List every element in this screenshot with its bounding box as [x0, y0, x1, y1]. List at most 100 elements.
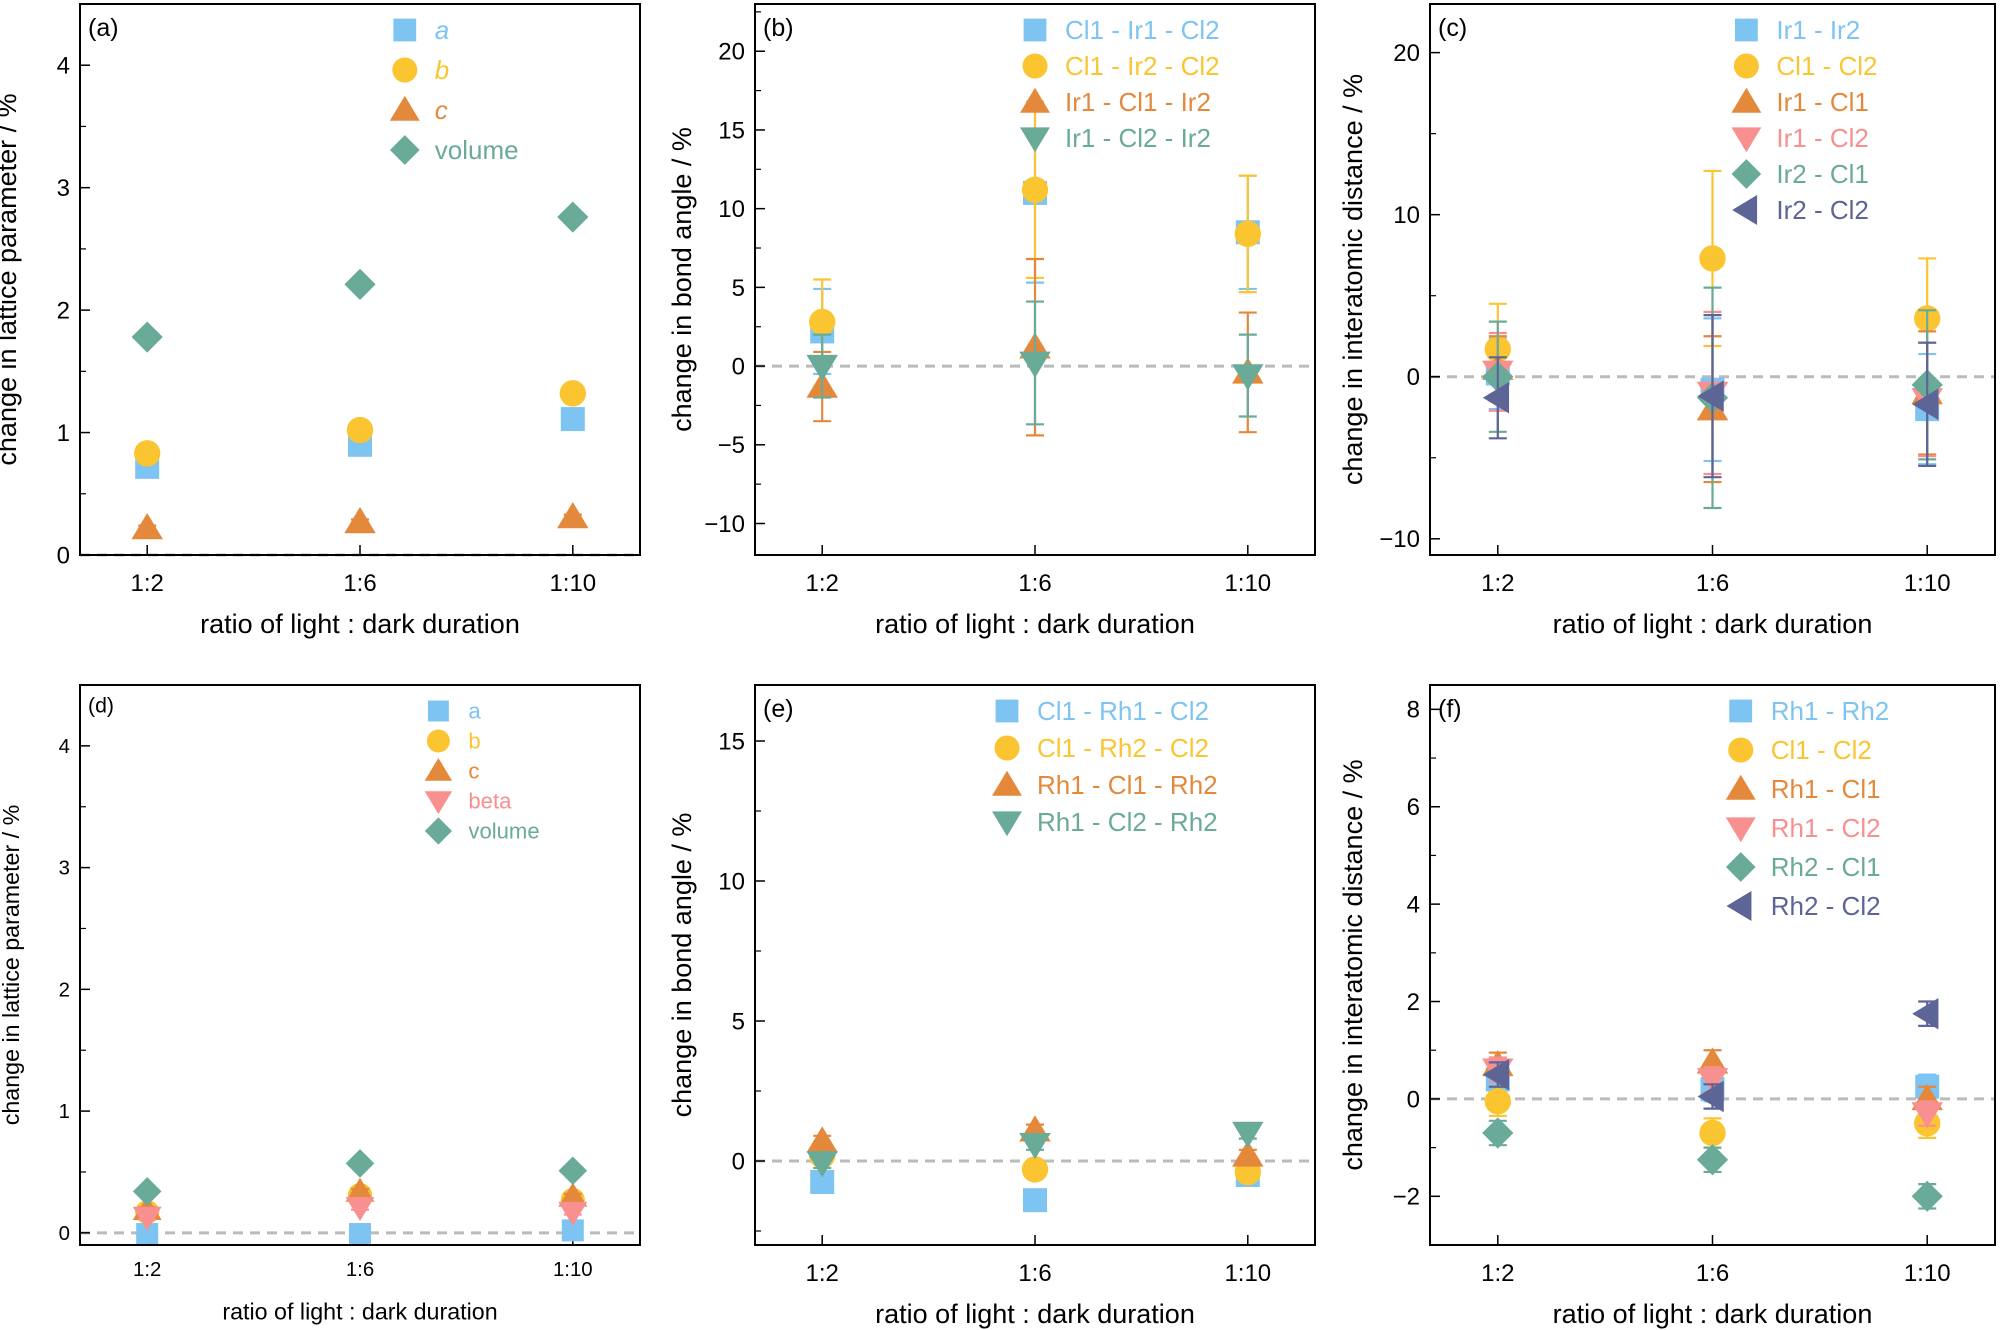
x-axis-label: ratio of light : dark duration [1553, 1299, 1873, 1329]
data-point [1482, 382, 1510, 414]
data-point [1482, 1117, 1514, 1149]
legend-label: volume [468, 819, 539, 844]
data-point [806, 1126, 838, 1153]
legend-label: c [435, 95, 448, 125]
x-tick-label: 1:10 [549, 570, 596, 597]
legend-label: Rh1 - Cl1 [1771, 774, 1881, 804]
y-axis-label: change in interatomic distance / % [1338, 74, 1368, 485]
data-point [558, 1156, 588, 1186]
legend-label: b [468, 729, 480, 754]
x-tick-label: 1:2 [133, 1259, 161, 1281]
y-tick-label: 3 [57, 175, 70, 202]
x-axis-label: ratio of light : dark duration [222, 1298, 497, 1324]
x-tick-label: 1:2 [806, 1260, 839, 1287]
legend-marker [426, 729, 450, 753]
data-point [809, 308, 836, 336]
series-b [134, 380, 586, 467]
legend-label: a [435, 15, 449, 45]
legend-marker [424, 757, 453, 781]
y-tick-label: 2 [57, 298, 70, 325]
y-tick-label: 1 [59, 1101, 70, 1123]
legend-label: beta [468, 789, 512, 814]
legend-label: Cl1 - Ir2 - Cl2 [1065, 51, 1220, 81]
data-point [132, 1177, 162, 1206]
legend-marker [1725, 817, 1756, 843]
data-point [558, 1182, 588, 1207]
y-tick-label: 10 [718, 196, 745, 223]
data-point [344, 506, 376, 534]
x-tick-label: 1:10 [1904, 570, 1951, 597]
legend-label: a [468, 699, 481, 724]
x-tick-label: 1:2 [1481, 1260, 1514, 1287]
data-point [1696, 1144, 1729, 1176]
plot-frame [1429, 3, 1996, 556]
panel-a: 0 1 2 3 4 1:2 1:6 1:10 ratio of light : dark dur… [0, 3, 641, 639]
legend-label: Rh2 - Cl1 [1771, 852, 1881, 882]
data-point [1697, 380, 1724, 412]
data-point [1021, 176, 1049, 203]
data-point [1023, 1188, 1047, 1213]
x-tick-label: 1:10 [1224, 570, 1271, 597]
legend-marker [1731, 159, 1762, 189]
x-axis-label: ratio of light : dark duration [200, 609, 520, 639]
y-axis-label: change in lattice parameter / % [0, 805, 24, 1126]
y-tick-label: −10 [704, 511, 745, 538]
data-point [1911, 1180, 1943, 1212]
series-ir1-cl2-ir2 [806, 300, 1264, 426]
legend-marker [994, 735, 1020, 761]
panel-c: −10 0 10 20 1:2 1:6 1:10 ratio of light : dark … [1338, 3, 1996, 639]
y-tick-label: 2 [59, 979, 70, 1001]
legend-marker [1731, 87, 1762, 113]
legend-label: b [435, 55, 449, 85]
y-tick-label: −5 [718, 432, 745, 459]
data-point [134, 440, 161, 467]
legend-marker [389, 135, 420, 165]
legend-label: Ir1 - Cl2 - Ir2 [1065, 123, 1211, 153]
x-tick-label: 1:10 [553, 1259, 593, 1281]
data-point [1911, 1102, 1943, 1129]
legend-label: Cl1 - Rh1 - Cl2 [1037, 696, 1209, 726]
y-tick-label: 15 [718, 117, 745, 144]
data-point [1484, 1088, 1512, 1115]
y-tick-label: 4 [59, 736, 70, 758]
y-tick-label: 10 [718, 868, 745, 895]
legend-marker [1023, 18, 1047, 42]
legend-marker [1731, 127, 1762, 153]
data-point [1232, 1140, 1264, 1167]
series-rh2-cl1 [1482, 1117, 1943, 1212]
legend-marker [1729, 699, 1753, 723]
data-point [1232, 364, 1264, 391]
data-point [345, 1149, 375, 1178]
panel-d: 0 1 2 3 4 1:2 1:6 1:10 ratio of light : dark dur… [0, 684, 641, 1324]
data-point [806, 1151, 838, 1178]
legend: Cl1 - Ir1 - Cl2 Cl1 - Ir2 - Cl2 Ir1 - Cl1 … [1020, 15, 1220, 153]
x-tick-label: 1:6 [1018, 1260, 1051, 1287]
panel-e: 0 5 10 15 1:2 1:6 1:10 ratio of light : dark du… [667, 684, 1316, 1329]
legend-label: Cl1 - Cl2 [1776, 51, 1877, 81]
data-point [1699, 1119, 1726, 1147]
legend-marker [1732, 195, 1758, 225]
plot-frame [1429, 684, 1996, 1246]
legend-marker [1725, 852, 1756, 882]
panel-b: −10 −5 0 5 10 15 20 1:2 1:6 1:10 ratio of light : … [667, 3, 1316, 639]
y-tick-label: 0 [57, 542, 70, 569]
x-tick-label: 1:2 [806, 570, 839, 597]
legend-marker [1735, 18, 1758, 42]
legend-label: Rh2 - Cl2 [1771, 891, 1881, 921]
y-axis-label: change in bond angle / % [667, 127, 697, 432]
legend-label: Rh1 - Cl2 [1771, 813, 1881, 843]
data-point [1912, 997, 1939, 1030]
y-axis-label: change in interatomic distance / % [1338, 759, 1368, 1170]
legend-label: Ir2 - Cl1 [1776, 159, 1868, 189]
x-axis-label: ratio of light : dark duration [875, 609, 1195, 639]
plot-frame [754, 3, 1316, 556]
y-tick-label: −10 [1379, 526, 1420, 553]
legend-marker [1726, 891, 1752, 921]
x-tick-label: 1:6 [1696, 570, 1729, 597]
plot-frame [754, 684, 1316, 1246]
data-point [558, 1201, 588, 1226]
legend-label: Rh1 - Cl2 - Rh2 [1037, 807, 1218, 837]
legend-label: Rh1 - Rh2 [1771, 696, 1890, 726]
x-tick-label: 1:6 [1696, 1260, 1729, 1287]
